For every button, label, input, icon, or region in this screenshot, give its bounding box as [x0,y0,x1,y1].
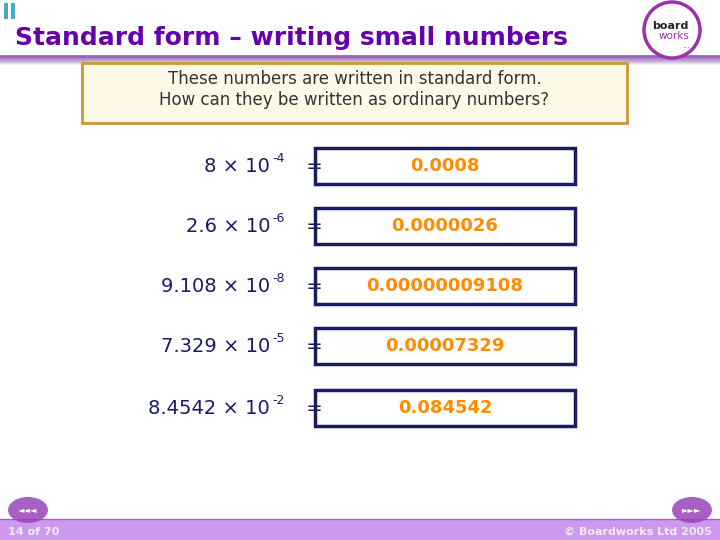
Text: ◄◄◄: ◄◄◄ [18,505,37,515]
FancyBboxPatch shape [0,520,36,540]
FancyBboxPatch shape [315,148,575,184]
Text: 0.0008: 0.0008 [410,157,480,175]
Text: =: = [300,157,323,176]
Ellipse shape [8,497,48,523]
Text: board: board [652,21,688,31]
Text: 8 × 10: 8 × 10 [204,157,270,176]
Text: 0.00000009108: 0.00000009108 [366,277,523,295]
FancyBboxPatch shape [11,3,15,19]
FancyBboxPatch shape [504,520,540,540]
Text: 0.0000026: 0.0000026 [392,217,498,235]
Text: =: = [300,336,323,355]
Text: =: = [300,399,323,417]
FancyBboxPatch shape [468,520,504,540]
Text: works: works [659,31,690,41]
Circle shape [644,2,700,58]
FancyBboxPatch shape [36,520,72,540]
FancyBboxPatch shape [648,520,684,540]
FancyBboxPatch shape [288,520,324,540]
FancyBboxPatch shape [396,520,432,540]
FancyBboxPatch shape [108,520,144,540]
FancyBboxPatch shape [360,520,396,540]
Text: -4: -4 [272,152,284,165]
Text: -6: -6 [272,212,284,225]
Text: 8.4542 × 10: 8.4542 × 10 [148,399,270,417]
FancyBboxPatch shape [82,63,627,123]
Text: -5: -5 [272,332,284,345]
Text: =: = [300,217,323,235]
FancyBboxPatch shape [684,520,720,540]
FancyBboxPatch shape [72,520,108,540]
Text: ...: ... [682,42,690,51]
FancyBboxPatch shape [252,520,288,540]
Text: These numbers are written in standard form.: These numbers are written in standard fo… [168,70,541,88]
FancyBboxPatch shape [576,520,612,540]
Text: 2.6 × 10: 2.6 × 10 [186,217,270,235]
Text: 7.329 × 10: 7.329 × 10 [161,336,270,355]
Text: 14 of 70: 14 of 70 [8,527,59,537]
Text: -8: -8 [272,272,284,285]
Text: © Boardworks Ltd 2005: © Boardworks Ltd 2005 [564,527,712,537]
FancyBboxPatch shape [612,520,648,540]
FancyBboxPatch shape [315,268,575,304]
Text: Standard form – writing small numbers: Standard form – writing small numbers [15,26,568,50]
Text: 9.108 × 10: 9.108 × 10 [161,276,270,295]
FancyBboxPatch shape [324,520,360,540]
FancyBboxPatch shape [540,520,576,540]
Text: =: = [300,276,323,295]
Text: -2: -2 [272,394,284,407]
FancyBboxPatch shape [315,390,575,426]
Text: ►►►: ►►► [683,505,702,515]
Text: 0.00007329: 0.00007329 [385,337,505,355]
FancyBboxPatch shape [144,520,180,540]
Text: 0.084542: 0.084542 [397,399,492,417]
FancyBboxPatch shape [216,520,252,540]
Ellipse shape [672,497,712,523]
FancyBboxPatch shape [180,520,216,540]
FancyBboxPatch shape [432,520,468,540]
FancyBboxPatch shape [315,208,575,244]
FancyBboxPatch shape [0,520,720,540]
FancyBboxPatch shape [315,328,575,364]
FancyBboxPatch shape [4,3,8,19]
Text: How can they be written as ordinary numbers?: How can they be written as ordinary numb… [159,91,549,109]
